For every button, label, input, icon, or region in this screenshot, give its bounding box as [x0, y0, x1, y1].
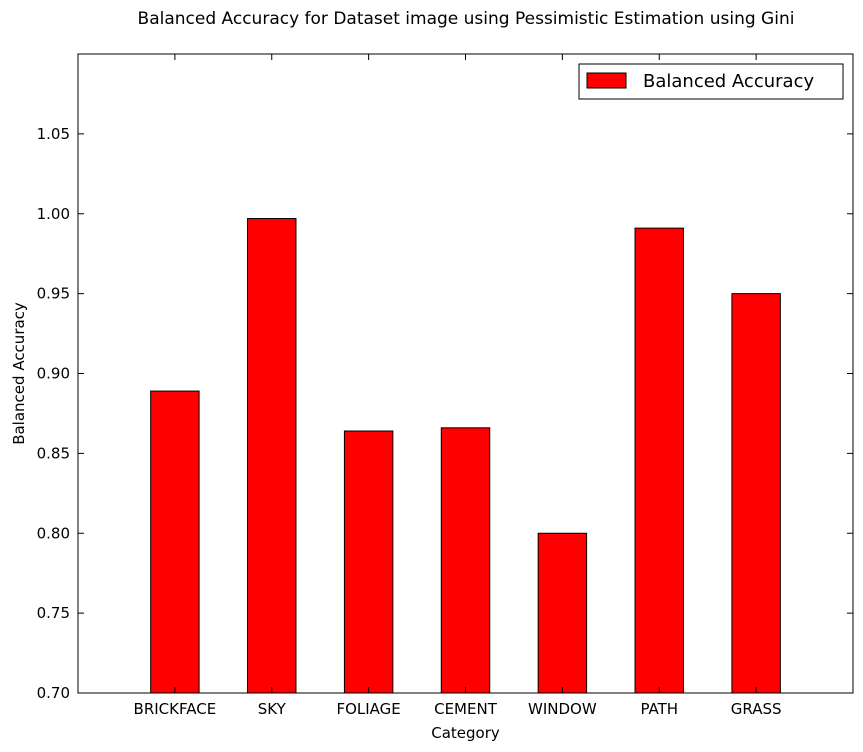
y-tick-label: 0.70	[37, 684, 70, 702]
y-tick-label: 0.90	[37, 365, 70, 383]
y-tick-label: 0.75	[37, 604, 70, 622]
chart-title: Balanced Accuracy for Dataset image usin…	[138, 9, 795, 29]
bar-window	[537, 532, 588, 694]
y-tick-label: 0.80	[37, 524, 70, 542]
bar-brickface	[150, 390, 200, 694]
y-tick-label: 0.85	[37, 444, 70, 462]
legend-swatch	[586, 72, 627, 89]
legend: Balanced Accuracy	[578, 63, 844, 100]
x-tick-label-foliage: FOLIAGE	[336, 700, 400, 718]
bar-foliage	[343, 430, 394, 694]
x-tick-label-window: WINDOW	[528, 700, 597, 718]
x-tick-label-cement: CEMENT	[434, 700, 498, 718]
y-tick-label: 1.00	[37, 205, 70, 223]
y-tick-label: 0.95	[37, 285, 70, 303]
plot-area: 0.70 0.75 0.80 0.85 0.90 0.95 1.00 1.05 BRICKFAC…	[37, 53, 854, 718]
x-tick-label-path: PATH	[640, 700, 678, 718]
y-tick-label: 1.05	[37, 125, 70, 143]
bar-path	[634, 227, 684, 694]
x-axis-label: Category	[431, 724, 500, 742]
x-tick-label-sky: SKY	[258, 700, 287, 718]
y-axis-label: Balanced Accuracy	[10, 302, 28, 445]
bar-cement	[440, 427, 491, 694]
bar-sky	[247, 218, 297, 694]
x-tick-label-grass: GRASS	[731, 700, 782, 718]
x-tick-label-brickface: BRICKFACE	[134, 700, 217, 718]
legend-label: Balanced Accuracy	[643, 71, 814, 92]
bar-grass	[731, 293, 781, 694]
